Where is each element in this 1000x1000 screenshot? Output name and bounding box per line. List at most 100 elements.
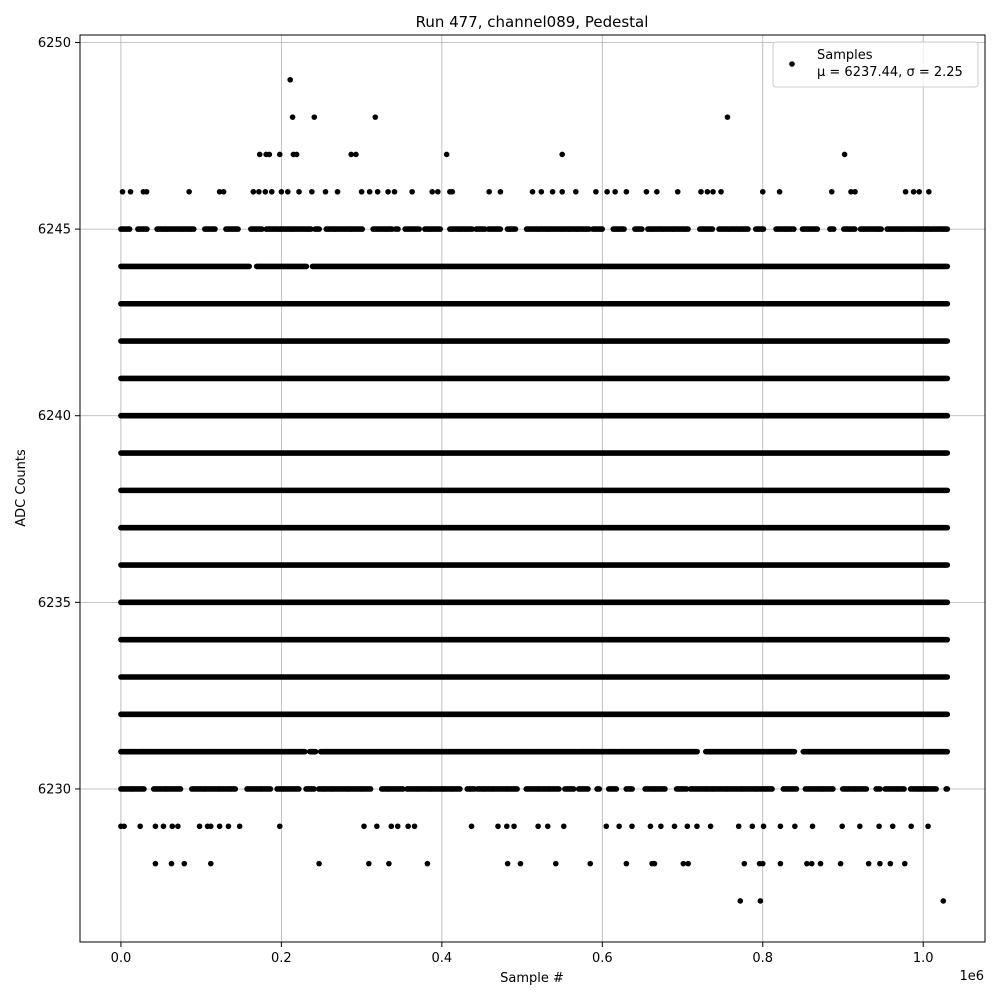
data-point (181, 860, 188, 867)
data-point (486, 188, 492, 195)
data-point (837, 860, 844, 867)
data-point (593, 188, 599, 195)
data-point (559, 151, 565, 158)
data-point (777, 860, 784, 867)
data-point (560, 823, 567, 830)
data-point (394, 823, 401, 830)
data-point (262, 188, 269, 195)
y-axis-label: ADC Counts (14, 449, 29, 527)
data-point (718, 188, 724, 195)
data-point (256, 151, 263, 158)
data-point (388, 823, 395, 830)
data-point (760, 823, 767, 830)
data-point (143, 188, 150, 195)
data-point (169, 823, 176, 830)
data-point (658, 823, 664, 830)
data-point (916, 188, 923, 195)
data-point (424, 860, 431, 867)
data-point (654, 188, 660, 195)
data-point (910, 188, 917, 195)
data-point (538, 188, 545, 195)
data-point (685, 860, 691, 867)
data-point (757, 898, 764, 904)
data-point (495, 823, 501, 830)
data-point (276, 151, 283, 158)
data-point (152, 860, 159, 867)
data-point (573, 188, 579, 195)
data-point (443, 151, 450, 158)
data-point (386, 860, 392, 867)
data-point (852, 188, 858, 195)
data-point (256, 188, 262, 195)
data-point (616, 823, 622, 830)
x-tick-label: 0.8 (752, 951, 773, 966)
data-point (777, 823, 784, 830)
data-point (250, 188, 257, 195)
data-point (674, 188, 681, 195)
data-point (848, 188, 854, 195)
data-point (504, 823, 510, 830)
y-tick-label: 6230 (38, 782, 71, 797)
data-point (216, 188, 223, 195)
data-point (296, 188, 302, 195)
data-point (698, 188, 704, 195)
data-point (647, 823, 654, 830)
axes-frame (79, 34, 986, 943)
data-point (857, 823, 863, 830)
data-point (411, 823, 418, 830)
x-tick-label: 1.0 (913, 951, 934, 966)
data-point (374, 823, 380, 830)
plot-area: 0.0 0.2 0.4 0.6 0.8 1.0 6230 6235 6240 6245 6250 (38, 34, 986, 966)
data-point (559, 188, 565, 195)
data-point (334, 188, 341, 195)
data-point (468, 823, 475, 830)
data-point (694, 823, 700, 830)
data-point (749, 823, 756, 830)
data-point (353, 151, 359, 158)
data-point (236, 823, 243, 830)
data-point (629, 823, 635, 830)
data-point (809, 823, 816, 830)
data-point (707, 823, 714, 830)
data-point (804, 860, 810, 867)
data-point (137, 823, 143, 830)
legend-series-name: Samples (817, 48, 873, 63)
data-point (603, 823, 610, 830)
data-point (216, 823, 223, 830)
x-tick-label: 0.2 (271, 951, 292, 966)
data-point (511, 823, 517, 830)
data-point (186, 188, 192, 195)
data-point (358, 188, 365, 195)
data-point (704, 188, 711, 195)
data-point (268, 188, 275, 195)
x-tick-label: 0.6 (592, 951, 613, 966)
y-tick-label: 6245 (38, 223, 71, 238)
data-point (737, 898, 744, 904)
y-tick-label: 6240 (38, 409, 71, 424)
data-point (940, 898, 947, 904)
data-point (287, 76, 294, 83)
data-point (735, 823, 742, 830)
data-point (877, 860, 883, 867)
data-point (391, 188, 398, 195)
data-point (196, 823, 203, 830)
data-point (374, 188, 381, 195)
data-point (680, 860, 687, 867)
x-tick-label: 0.0 (111, 951, 132, 966)
y-tick-label: 6250 (38, 36, 71, 51)
data-point (152, 823, 159, 830)
data-point (544, 823, 551, 830)
data-point (207, 860, 214, 867)
data-point (127, 188, 134, 195)
data-point (889, 823, 896, 830)
data-point (926, 188, 932, 195)
data-point (839, 823, 845, 830)
legend-box (772, 41, 979, 88)
data-point (902, 188, 909, 195)
data-point (876, 823, 882, 830)
data-point (121, 823, 127, 830)
data-point (759, 860, 766, 867)
data-point (322, 188, 329, 195)
data-point (405, 823, 411, 830)
